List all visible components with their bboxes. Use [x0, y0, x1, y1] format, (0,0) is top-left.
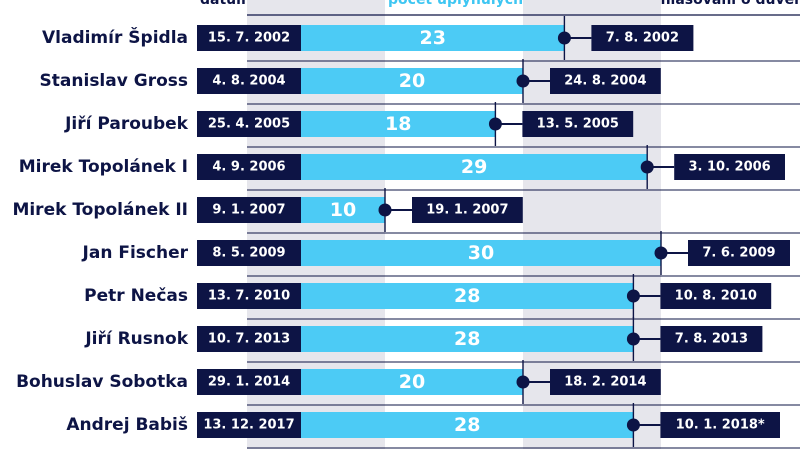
start-date-box [197, 111, 301, 137]
category-label: Petr Nečas [84, 286, 188, 306]
end-date-label: 18. 2. 2014 [564, 375, 646, 390]
start-date-box [197, 412, 301, 438]
bar [247, 326, 634, 352]
start-date-label: 13. 12. 2017 [203, 418, 294, 433]
category-label: Bohuslav Sobotka [16, 372, 188, 392]
category-label: Jiří Paroubek [64, 114, 189, 134]
start-date-box [197, 25, 301, 51]
category-label: Stanislav Gross [40, 71, 188, 91]
end-date-box [688, 240, 790, 266]
category-label: Mirek Topolánek II [12, 200, 188, 220]
value-label: 29 [461, 156, 487, 178]
start-date-box [197, 154, 301, 180]
end-date-box [660, 283, 772, 309]
start-date-label: 10. 7. 2013 [208, 332, 290, 347]
start-date-box [197, 283, 301, 309]
end-date-box [674, 154, 785, 180]
bar [247, 283, 634, 309]
end-dot [626, 332, 640, 346]
value-label: 20 [399, 371, 425, 393]
start-date-label: 9. 1. 2007 [212, 203, 285, 218]
start-date-label: 29. 1. 2014 [208, 375, 290, 390]
end-date-box [660, 412, 780, 438]
value-label: 28 [454, 328, 480, 350]
end-dot [488, 117, 502, 131]
value-label: 23 [419, 27, 445, 49]
end-date-label: 19. 1. 2007 [426, 203, 508, 218]
end-date-box [550, 68, 661, 94]
category-label: Jan Fischer [82, 243, 189, 263]
bar [247, 240, 661, 266]
end-dot [654, 246, 668, 260]
value-label: 18 [385, 113, 411, 135]
value-label: 10 [330, 199, 356, 221]
end-date-label: 7. 8. 2002 [606, 31, 679, 46]
start-date-box [197, 197, 301, 223]
start-date-label: 13. 7. 2010 [208, 289, 290, 304]
start-date-box [197, 369, 301, 395]
end-dot [626, 418, 640, 432]
end-date-box [591, 25, 694, 51]
end-date-box [412, 197, 523, 223]
start-date-label: 15. 7. 2002 [208, 31, 290, 46]
end-date-label: 7. 8. 2013 [675, 332, 748, 347]
start-date-label: 4. 9. 2006 [212, 160, 285, 175]
end-date-label: 7. 6. 2009 [702, 246, 775, 261]
start-date-label: 4. 8. 2004 [212, 74, 285, 89]
value-label: 28 [454, 285, 480, 307]
end-date-box [550, 369, 661, 395]
category-label: Andrej Babiš [66, 415, 188, 435]
start-date-label: 8. 5. 2009 [212, 246, 285, 261]
end-dot [516, 74, 530, 88]
value-label: 20 [399, 70, 425, 92]
end-date-label: 10. 8. 2010 [675, 289, 757, 304]
end-date-label: 24. 8. 2004 [564, 74, 646, 89]
start-date-box [197, 240, 301, 266]
end-date-label: 3. 10. 2006 [688, 160, 770, 175]
category-label: Jiří Rusnok [84, 329, 188, 349]
bar [247, 154, 648, 180]
end-date-label: 13. 5. 2005 [537, 117, 619, 132]
value-label: 28 [454, 414, 480, 436]
end-date-label: 10. 1. 2018* [676, 418, 765, 433]
category-label: Mirek Topolánek I [19, 157, 188, 177]
value-label: 30 [468, 242, 494, 264]
bar [247, 412, 634, 438]
start-date-box [197, 326, 301, 352]
end-dot [557, 31, 571, 45]
header-end-date: datum hlasování o důvěře [605, 0, 800, 8]
end-dot [378, 203, 392, 217]
end-dot [626, 289, 640, 303]
end-dot [640, 160, 654, 174]
start-date-label: 25. 4. 2005 [208, 117, 290, 132]
start-date-box [197, 68, 301, 94]
end-dot [516, 375, 530, 389]
header-days: počet uplynulých dní [388, 0, 553, 8]
category-label: Vladimír Špidla [42, 26, 188, 48]
end-date-box [660, 326, 763, 352]
end-date-box [522, 111, 634, 137]
